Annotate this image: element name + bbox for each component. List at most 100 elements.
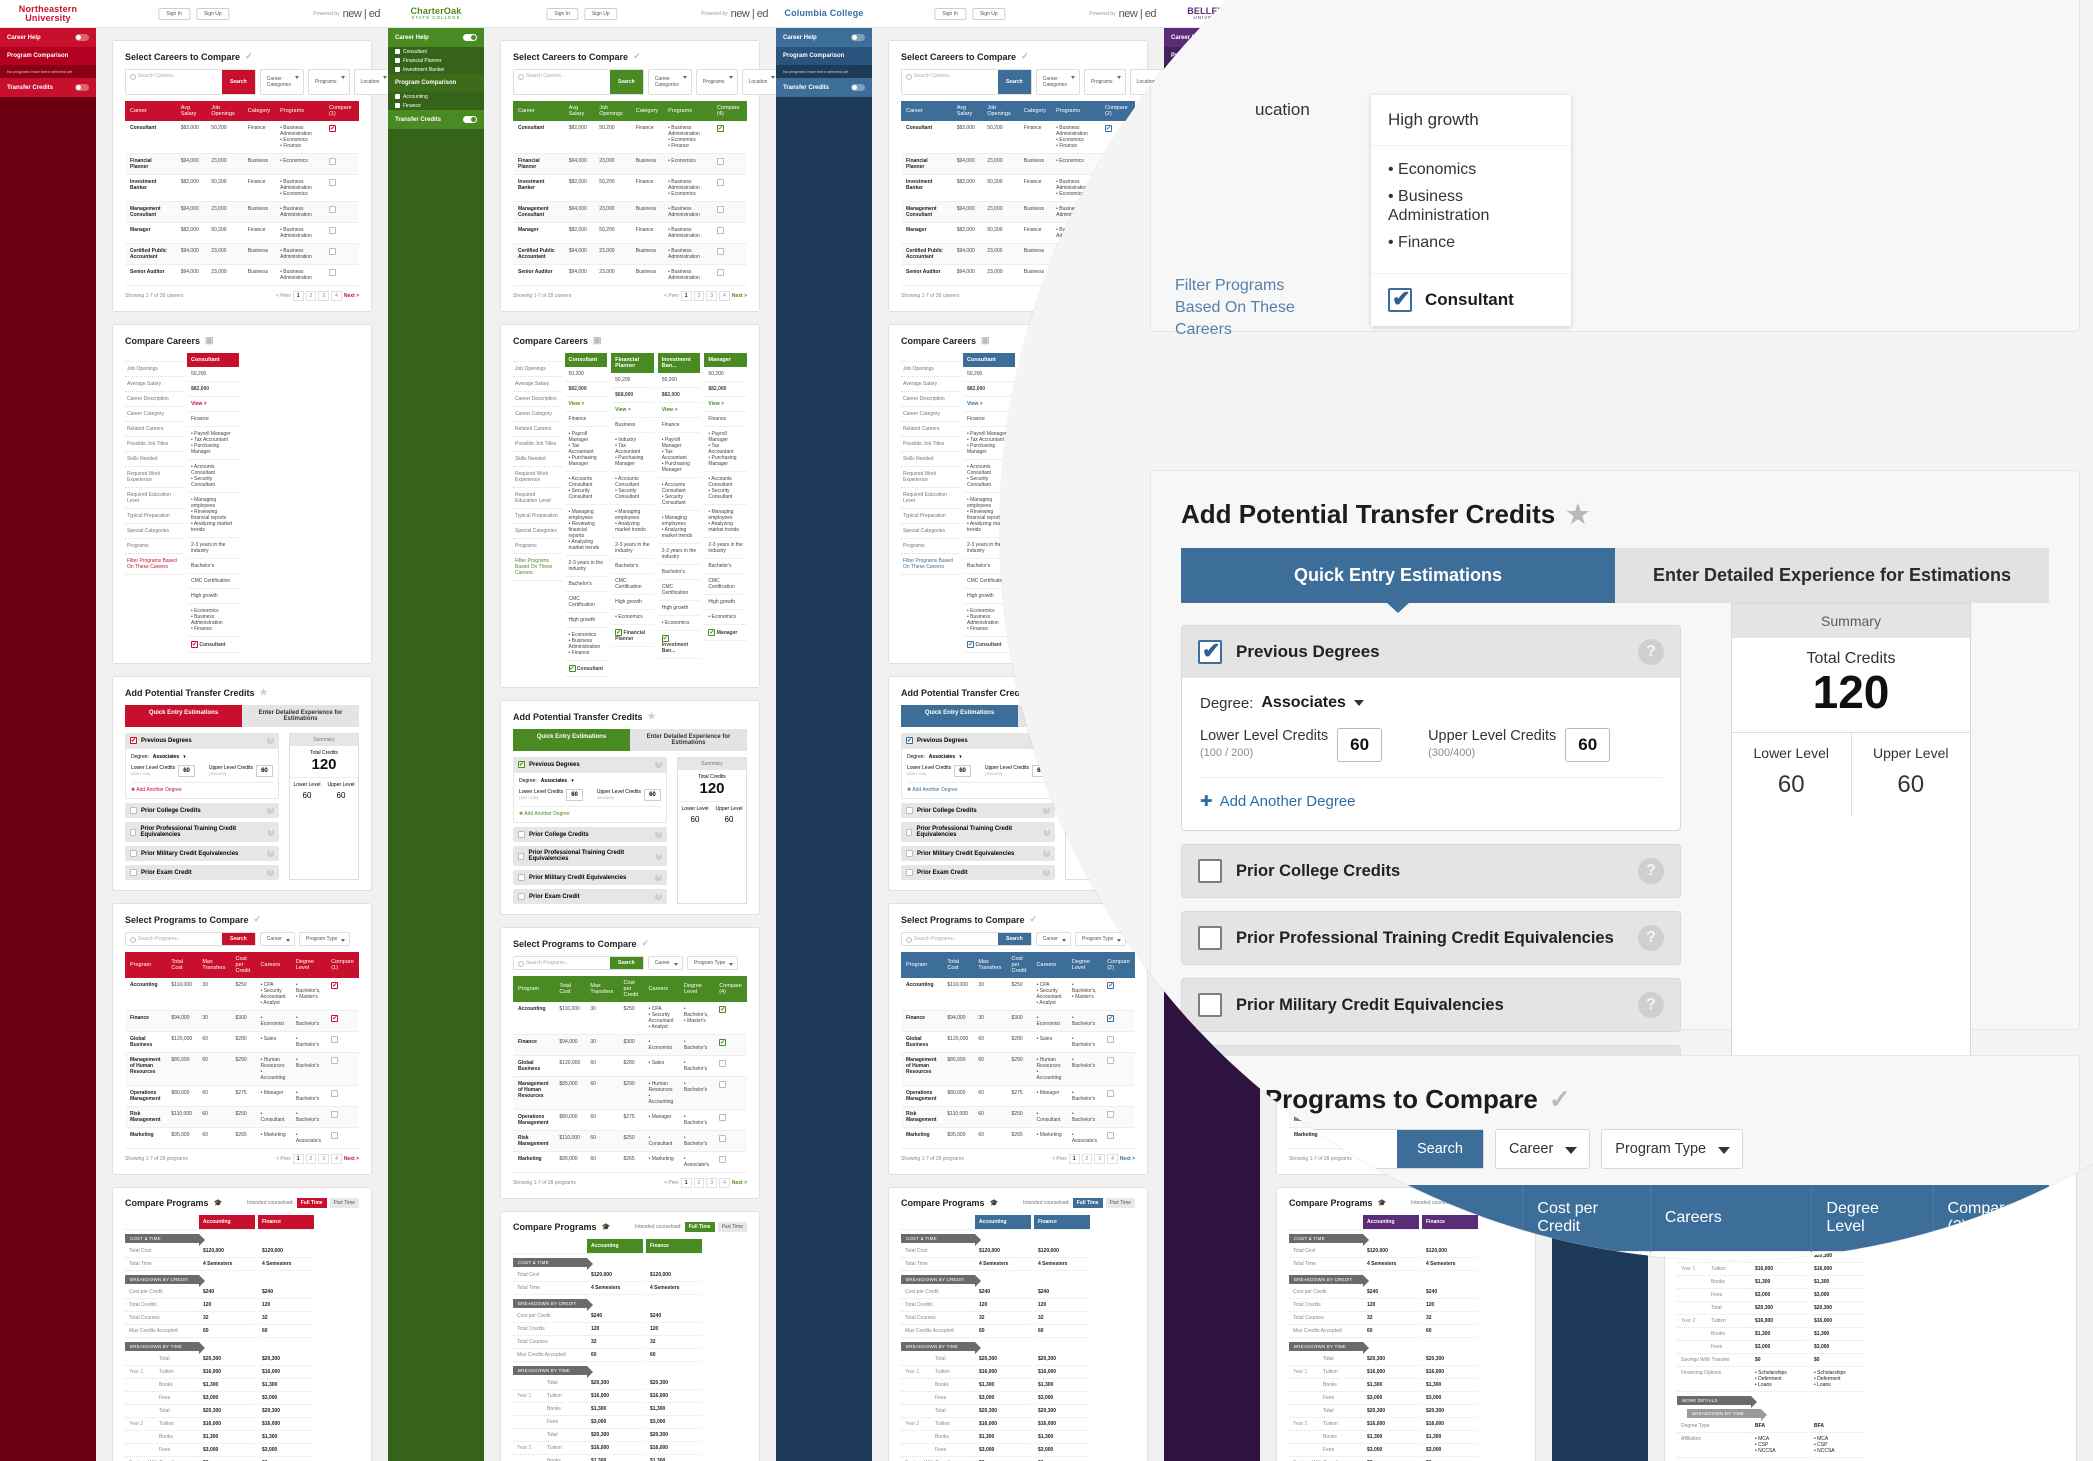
compare-cell[interactable]	[714, 1151, 747, 1173]
sign-up-button[interactable]: Sign Up	[583, 7, 618, 20]
collapsed-accordion-row[interactable]: Prior Professional Training Credit Equiv…	[901, 822, 1055, 842]
page-button[interactable]: 2	[305, 1154, 317, 1164]
page-button[interactable]: 1	[292, 1154, 304, 1164]
careers-dropdown-0[interactable]: Career Categories	[1035, 69, 1080, 95]
chevron-down-icon[interactable]: ▾	[571, 778, 574, 784]
programs-dropdown-0[interactable]: Career	[647, 956, 683, 970]
help-icon[interactable]: ?	[655, 893, 662, 900]
previous-degrees-header-mini[interactable]: Previous Degrees?	[125, 733, 279, 748]
page-button[interactable]: 1	[680, 291, 692, 301]
compare-cell[interactable]	[714, 1002, 747, 1035]
compare-cell[interactable]	[714, 1034, 747, 1056]
help-icon[interactable]: ?	[655, 874, 662, 881]
compare-checkbox[interactable]	[716, 248, 724, 255]
lower-level-input[interactable]: 60	[954, 765, 971, 777]
filter-programs-link[interactable]: Filter Programs Based On These Careers	[1175, 277, 1295, 339]
compare-cell[interactable]	[1102, 1031, 1135, 1053]
compare-checkbox[interactable]	[716, 125, 724, 132]
compare-checkbox[interactable]	[331, 1132, 339, 1139]
accordion-checkbox[interactable]	[1198, 926, 1222, 950]
next-page-button[interactable]: Next >	[731, 1180, 747, 1186]
search-programs-input[interactable]: Search Programs...	[514, 957, 610, 969]
tab-detailed-experience[interactable]: Enter Detailed Experience for Estimation…	[1615, 548, 2049, 603]
previous-degrees-checkbox[interactable]	[1198, 638, 1222, 664]
compare-cell[interactable]	[711, 243, 747, 265]
table-row[interactable]: Investment Banker$82,00050,200FinanceBus…	[513, 174, 747, 202]
filter-programs-link[interactable]: Filter Programs Based On These Careers	[125, 554, 183, 575]
compare-checkbox[interactable]	[331, 1036, 339, 1043]
previous-degrees-checkbox[interactable]	[130, 737, 137, 744]
previous-degrees-checkbox[interactable]	[906, 737, 913, 744]
compare-checkbox[interactable]	[1107, 982, 1115, 989]
sidebar-item-program-comparison[interactable]: Program Comparison	[388, 74, 484, 92]
compare-cell[interactable]	[323, 264, 359, 286]
tab-detailed-experience[interactable]: Enter Detailed Experience for Estimation…	[242, 705, 359, 727]
compare-checkbox[interactable]	[719, 1081, 727, 1088]
accordion-checkbox[interactable]	[1198, 993, 1222, 1017]
collapsed-accordion-row[interactable]: Prior College Credits?	[901, 803, 1055, 818]
accordion-checkbox[interactable]	[130, 807, 137, 814]
compare-checkbox[interactable]	[716, 158, 724, 165]
collapsed-accordion-row[interactable]: Prior College Credits?	[125, 803, 279, 818]
search-programs-input[interactable]: Search Programs...	[902, 933, 998, 945]
compare-checkbox[interactable]	[328, 269, 336, 276]
help-icon[interactable]: ?	[1638, 858, 1664, 884]
page-button[interactable]: 3	[706, 291, 718, 301]
help-icon[interactable]: ?	[1638, 639, 1664, 665]
filter-programs-link[interactable]: Filter Programs Based On These Careers	[513, 554, 561, 581]
lower-level-input[interactable]: 60	[178, 765, 195, 777]
lower-level-input[interactable]: 60	[1337, 728, 1383, 762]
help-icon[interactable]: ?	[1043, 850, 1050, 857]
programs-dropdown-0[interactable]: Career	[1035, 932, 1071, 946]
page-button[interactable]: 2	[305, 291, 317, 301]
programs-search-group[interactable]: Search Programs... Search	[1181, 1129, 1484, 1169]
search-button[interactable]: Search	[222, 933, 255, 945]
sidebar-item-program-comparison[interactable]: Program Comparison	[776, 47, 872, 65]
page-button[interactable]: 3	[318, 291, 330, 301]
compare-checkbox[interactable]	[1107, 1036, 1115, 1043]
careers-dropdown-0[interactable]: Career Categories	[647, 69, 692, 95]
compare-cell[interactable]	[1102, 1010, 1135, 1032]
compare-filter-cell[interactable]: Manager	[704, 625, 747, 641]
search-programs-input[interactable]: Search Programs...	[126, 933, 222, 945]
prev-page-button[interactable]: < Prev	[1052, 1156, 1067, 1162]
collapsed-accordion-row[interactable]: Prior Military Credit Equivalencies?	[901, 846, 1055, 861]
transfer-credits-toggle[interactable]	[851, 84, 865, 91]
sign-up-button[interactable]: Sign Up	[195, 7, 230, 20]
search-careers-input[interactable]: Search Careers...	[902, 70, 998, 94]
compare-cell[interactable]	[714, 1130, 747, 1152]
part-time-toggle[interactable]: Part Time	[1105, 1198, 1135, 1208]
compare-cell[interactable]	[711, 121, 747, 154]
table-row[interactable]: Marketing$95,00060$265MarketingAssociate…	[125, 1127, 359, 1149]
page-button[interactable]: 1	[680, 1178, 692, 1188]
chevron-down-icon[interactable]	[1353, 700, 1364, 706]
compare-checkbox[interactable]	[328, 248, 336, 255]
tab-quick-entry[interactable]: Quick Entry Estimations	[1181, 548, 1615, 603]
sign-up-button[interactable]: Sign Up	[971, 7, 1006, 20]
sidebar-item-transfer-credits[interactable]: Transfer Credits	[0, 78, 96, 97]
degree-select-row[interactable]: Degree:Associates▾	[131, 754, 273, 760]
next-page-button[interactable]: Next >	[731, 293, 747, 299]
page-button[interactable]: 2	[693, 291, 705, 301]
previous-degrees-header-mini[interactable]: Previous Degrees?	[513, 757, 667, 772]
compare-checkbox[interactable]	[716, 227, 724, 234]
compare-cell[interactable]	[1102, 1085, 1135, 1107]
programs-dropdown-1[interactable]: Program Type	[298, 932, 351, 946]
accordion-checkbox[interactable]	[1198, 859, 1222, 883]
table-row[interactable]: Marketing$95,00060$265MarketingAssociate…	[513, 1151, 747, 1173]
compare-cell[interactable]	[711, 174, 747, 202]
collapsed-accordion-row[interactable]: Prior Professional Training Credit Equiv…	[1181, 911, 1681, 965]
career-help-toggle[interactable]	[463, 34, 477, 41]
tab-quick-entry[interactable]: Quick Entry Estimations	[901, 705, 1018, 727]
compare-checkbox[interactable]	[719, 1060, 727, 1067]
programs-search-group[interactable]: Search Programs...Search	[513, 956, 644, 970]
accordion-checkbox[interactable]	[130, 869, 137, 876]
upper-level-input[interactable]: 60	[256, 765, 273, 777]
compare-checkbox[interactable]	[331, 1111, 339, 1118]
compare-cell[interactable]	[326, 1085, 359, 1107]
